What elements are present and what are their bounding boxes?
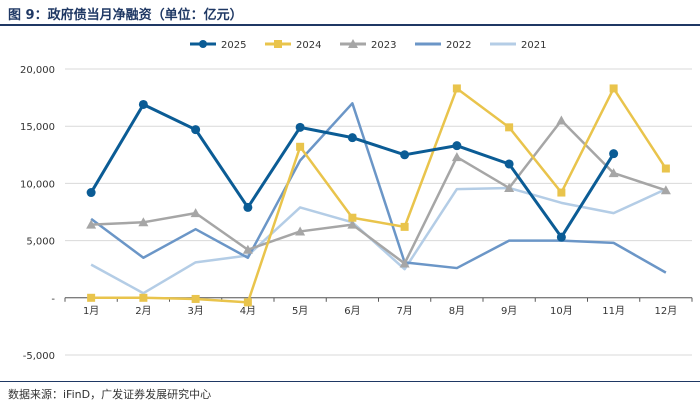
series-2023 <box>86 115 671 268</box>
series-2022 <box>90 102 667 274</box>
data-point <box>400 222 409 231</box>
bottom-divider <box>0 381 700 382</box>
y-tick-label: -5,000 <box>23 351 55 362</box>
data-point <box>452 141 462 151</box>
x-tick-label: 6月 <box>344 305 360 317</box>
data-point <box>191 294 200 303</box>
data-point <box>347 219 358 229</box>
legend-item-2024: 2024 <box>265 40 321 51</box>
data-point <box>400 150 410 160</box>
x-tick-label: 11月 <box>602 305 625 317</box>
title-bar: 图 9：政府债当月净融资（单位：亿元） <box>0 0 700 26</box>
x-tick-label: 4月 <box>240 305 256 317</box>
data-point <box>295 226 306 236</box>
data-point <box>242 244 253 254</box>
data-point <box>505 123 514 132</box>
series-2021 <box>90 186 667 295</box>
series-line <box>90 186 667 295</box>
x-tick-label: 5月 <box>292 305 308 317</box>
data-point <box>87 293 96 302</box>
series-line <box>90 102 667 274</box>
data-point <box>661 164 670 173</box>
legend-label: 2023 <box>371 40 396 51</box>
legend-label: 2024 <box>296 40 321 51</box>
x-axis-ticks: 1月 2月 3月 4月 5月 6月 7月 8月 9月 10月 11月 12月 <box>64 297 693 317</box>
x-tick-label: 2月 <box>135 305 151 317</box>
legend-item-2021: 2021 <box>490 40 546 51</box>
data-point <box>190 208 201 218</box>
chart-series <box>86 84 671 307</box>
x-tick-label: 7月 <box>396 305 412 317</box>
y-tick-label: 20,000 <box>20 65 55 76</box>
legend-label: 2025 <box>221 40 246 51</box>
data-point <box>608 168 619 178</box>
data-point <box>295 122 305 132</box>
data-point <box>86 188 96 198</box>
figure-title: 图 9：政府债当月净融资（单位：亿元） <box>8 8 243 23</box>
data-point <box>556 232 566 242</box>
data-point <box>660 185 671 195</box>
x-tick-label: 12月 <box>655 305 678 317</box>
data-point <box>399 258 410 268</box>
series-line <box>91 87 667 304</box>
legend-label: 2021 <box>521 40 546 51</box>
data-point <box>504 159 514 169</box>
data-point <box>191 125 201 135</box>
legend-item-2022: 2022 <box>415 40 471 51</box>
data-point <box>138 99 148 109</box>
legend-item-2025: 2025 <box>190 40 246 51</box>
data-point <box>348 213 357 222</box>
series-2025 <box>86 99 619 242</box>
legend-item-2023: 2023 <box>340 39 396 51</box>
x-tick-label: 1月 <box>83 305 99 317</box>
data-point <box>557 188 566 197</box>
x-tick-label: 9月 <box>501 305 517 317</box>
data-point <box>609 149 619 159</box>
data-point <box>556 115 567 125</box>
data-point <box>452 84 461 93</box>
data-point <box>609 84 618 93</box>
source-note: 数据来源：iFinD，广发证券发展研究中心 <box>8 388 212 401</box>
y-tick-label: - <box>51 294 55 305</box>
data-point <box>86 219 97 229</box>
series-line <box>91 119 667 265</box>
data-point <box>504 182 515 192</box>
x-tick-label: 10月 <box>550 305 573 317</box>
series-2024 <box>87 84 670 307</box>
legend-label: 2022 <box>446 40 471 51</box>
data-point <box>138 217 149 227</box>
x-tick-label: 3月 <box>187 305 203 317</box>
data-point <box>243 298 252 307</box>
data-point <box>348 39 358 48</box>
data-point <box>451 152 462 162</box>
data-point <box>243 202 253 212</box>
data-point <box>199 40 207 48</box>
data-point <box>296 142 305 151</box>
y-tick-label: 15,000 <box>20 122 55 133</box>
x-tick-label: 8月 <box>449 305 465 317</box>
data-point <box>274 40 282 48</box>
y-tick-label: 5,000 <box>26 237 55 248</box>
y-tick-label: 10,000 <box>20 179 55 190</box>
data-point <box>139 293 148 302</box>
chart-legend: 2025 2024 2023 2022 2021 <box>190 39 546 51</box>
data-point <box>347 133 357 143</box>
